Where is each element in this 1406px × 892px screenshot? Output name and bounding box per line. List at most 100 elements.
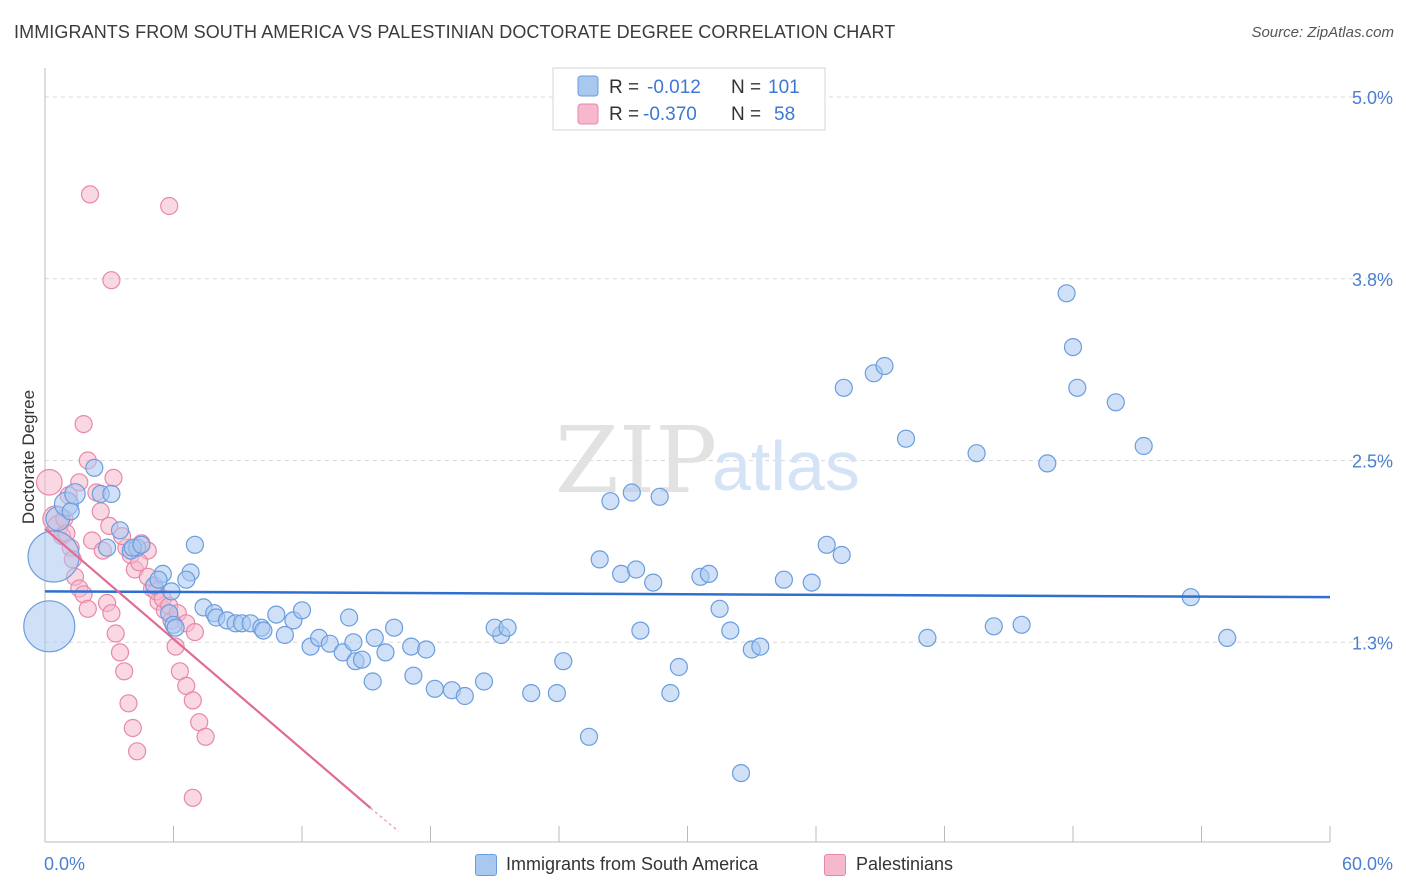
palestinian-point	[183, 788, 202, 807]
x-tick-label-max: 60.0%	[1342, 854, 1393, 874]
south-america-point	[23, 600, 76, 653]
palestinian-point	[110, 643, 130, 662]
south-america-point	[1134, 436, 1153, 456]
stats-r-label-blue: R =	[609, 77, 639, 98]
palestinian-point	[166, 637, 185, 656]
south-america-point	[579, 727, 599, 746]
palestinian-point	[185, 622, 204, 642]
x-tick-label-min: 0.0%	[44, 854, 85, 874]
south-america-point	[110, 521, 130, 540]
south-america-point	[626, 560, 646, 579]
south-america-point	[149, 570, 168, 589]
y-axis-label: Doctorate Degree	[19, 390, 38, 524]
axes	[44, 68, 1330, 843]
south-america-point	[774, 570, 794, 589]
south-america-point	[875, 356, 894, 376]
south-america-point	[984, 617, 1003, 636]
south-america-point	[376, 643, 395, 662]
y-tick-label: 3.8%	[1352, 270, 1393, 290]
south-america-point	[292, 601, 312, 620]
south-america-point	[590, 550, 609, 569]
south-america-point	[522, 683, 541, 703]
south-america-point	[644, 573, 663, 592]
stats-r-value-pink: -0.370	[643, 104, 697, 125]
legend-label-south-america: Immigrants from South America	[506, 854, 759, 874]
south-america-point	[267, 605, 286, 624]
south-america-point	[417, 640, 436, 659]
stats-swatch-blue	[577, 75, 599, 97]
legend-swatch-palestinians	[824, 854, 846, 876]
south-america-point	[1012, 615, 1031, 634]
south-america-point	[601, 492, 620, 511]
south-america-point	[455, 686, 474, 706]
palestinian-point	[80, 185, 100, 204]
y-tick-label: 1.3%	[1352, 633, 1393, 653]
palestinians-trendline-extension	[370, 807, 399, 832]
south-america-point	[320, 634, 339, 653]
palestinian-point	[160, 196, 179, 216]
palestinian-point	[104, 468, 123, 487]
south-america-point	[97, 538, 117, 557]
south-america-point	[918, 628, 937, 648]
south-america-point	[365, 628, 384, 648]
south-america-point	[896, 429, 916, 448]
south-america-point	[177, 570, 196, 589]
source-credit: Source: ZipAtlas.com	[1251, 24, 1394, 41]
south-america-point	[731, 763, 751, 783]
legend-swatch-south-america	[475, 854, 497, 876]
palestinian-point	[35, 468, 63, 496]
palestinian-point	[115, 662, 134, 681]
palestinian-point	[123, 718, 142, 738]
south-america-point	[1106, 393, 1125, 412]
palestinian-point	[102, 604, 121, 623]
south-america-point	[751, 637, 770, 656]
trendlines	[44, 528, 1331, 832]
south-america-point	[102, 484, 121, 503]
south-america-point	[275, 625, 294, 645]
south-america-point	[611, 564, 631, 584]
south-america-point	[710, 599, 729, 618]
south-america-point	[64, 483, 86, 505]
south-america-point	[834, 378, 853, 397]
south-america-point	[498, 618, 517, 637]
palestinian-point	[78, 599, 97, 618]
legend-label-palestinians: Palestinians	[856, 854, 954, 874]
y-tick-label: 2.5%	[1352, 452, 1393, 472]
palestinian-point	[183, 691, 202, 710]
y-tick-labels: 1.3% 2.5% 3.8% 5.0%	[1352, 88, 1393, 653]
south-america-point	[166, 618, 185, 637]
south-america-point	[1038, 454, 1057, 473]
south-america-point	[622, 483, 641, 502]
south-america-point	[699, 564, 719, 584]
south-america-point	[404, 666, 423, 685]
south-america-point	[817, 535, 836, 554]
south-america-point	[474, 672, 494, 691]
south-america-point	[554, 652, 573, 671]
watermark: ZIP atlas	[555, 407, 860, 514]
palestinian-point	[196, 727, 215, 746]
south-america-point	[721, 621, 740, 640]
south-america-point	[132, 535, 151, 554]
south-america-trendline	[44, 590, 1331, 599]
south-america-point	[547, 683, 567, 703]
south-america-point	[802, 573, 821, 592]
south-america-point	[185, 535, 204, 554]
stats-swatch-pink	[577, 103, 599, 125]
south-america-point	[352, 650, 372, 669]
palestinian-point	[102, 271, 121, 290]
south-america-point	[1218, 628, 1237, 648]
stats-n-value-pink: 58	[774, 104, 795, 125]
south-america-point	[363, 672, 382, 691]
south-america-point	[967, 444, 986, 463]
gridlines	[44, 96, 1390, 842]
stats-n-label-blue: N =	[731, 77, 761, 98]
watermark-atlas: atlas	[712, 427, 860, 505]
south-america-point	[344, 633, 363, 652]
south-america-point	[27, 530, 80, 583]
south-america-points	[23, 284, 1237, 783]
south-america-point	[425, 679, 444, 698]
south-america-point	[254, 621, 273, 640]
south-america-point	[402, 637, 421, 656]
palestinian-point	[128, 742, 147, 761]
palestinian-point	[106, 624, 125, 643]
